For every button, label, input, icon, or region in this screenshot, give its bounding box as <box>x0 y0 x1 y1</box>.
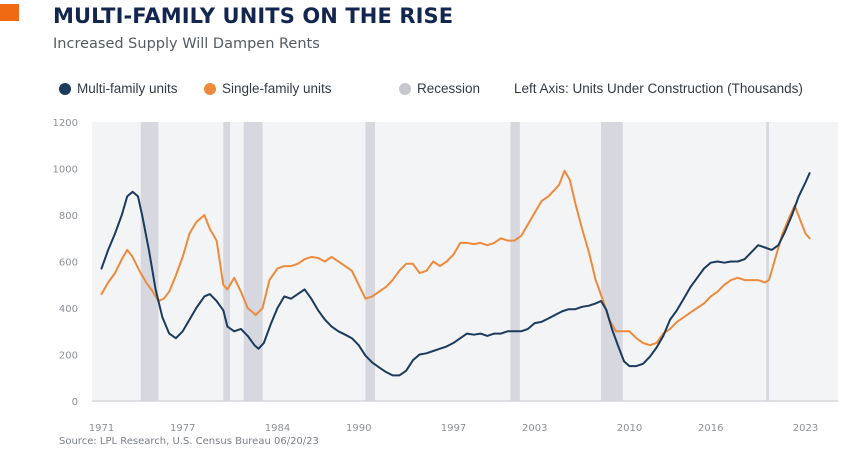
x-tick-label: 1997 <box>441 423 466 434</box>
x-tick-label: 2003 <box>522 423 547 434</box>
y-tick-label: 200 <box>59 351 78 362</box>
x-tick-label: 1990 <box>346 423 371 434</box>
legend-label: Multi-family units <box>77 81 178 96</box>
recession-band <box>601 122 623 401</box>
legend: Multi-family units Single-family units R… <box>0 81 844 101</box>
axis-note-label: Left Axis: Units Under Construction (Tho… <box>514 81 803 96</box>
recession-band <box>140 122 159 401</box>
x-tick-label: 1984 <box>265 423 290 434</box>
x-tick-label: 2010 <box>617 423 642 434</box>
y-tick-label: 400 <box>59 304 78 315</box>
source-note: Source: LPL Research, U.S. Census Bureau… <box>59 436 319 447</box>
x-tick-label: 2016 <box>698 423 723 434</box>
recession-band <box>223 122 231 401</box>
y-tick-label: 800 <box>59 211 78 222</box>
x-axis-ticks: 1971 1977 1984 1990 1997 2003 2010 2016 2023 <box>89 423 818 434</box>
y-tick-label: 600 <box>59 258 78 269</box>
legend-item-single-family: Single-family units <box>204 81 332 96</box>
series-lines <box>100 169 811 377</box>
legend-item-recession: Recession <box>399 81 480 96</box>
legend-dot-icon <box>204 82 216 95</box>
y-tick-label: 1200 <box>53 118 78 129</box>
x-tick-label: 2023 <box>793 423 818 434</box>
legend-label: Recession <box>417 81 481 96</box>
chart-title: MULTI-FAMILY UNITS ON THE RISE <box>53 4 454 28</box>
x-tick-label: 1971 <box>89 423 114 434</box>
recession-band <box>243 122 263 401</box>
recession-band <box>510 122 520 401</box>
series-line-multi-family <box>100 172 811 377</box>
x-tick-label: 1977 <box>170 423 195 434</box>
y-tick-label: 0 <box>72 397 78 408</box>
recession-band <box>766 122 769 401</box>
series-line-single-family <box>100 169 811 347</box>
axis-note: Left Axis: Units Under Construction (Tho… <box>514 81 803 96</box>
recession-bands <box>140 122 769 401</box>
y-axis-ticks: 0 200 400 600 800 1000 1200 <box>53 118 78 408</box>
legend-dot-icon <box>399 82 411 95</box>
recession-band <box>365 122 375 401</box>
legend-dot-icon <box>59 82 71 95</box>
legend-item-multi-family: Multi-family units <box>59 81 178 96</box>
legend-label: Single-family units <box>222 81 332 96</box>
chart-subtitle: Increased Supply Will Dampen Rents <box>53 36 320 52</box>
accent-block <box>0 4 19 21</box>
y-tick-label: 1000 <box>53 165 78 176</box>
